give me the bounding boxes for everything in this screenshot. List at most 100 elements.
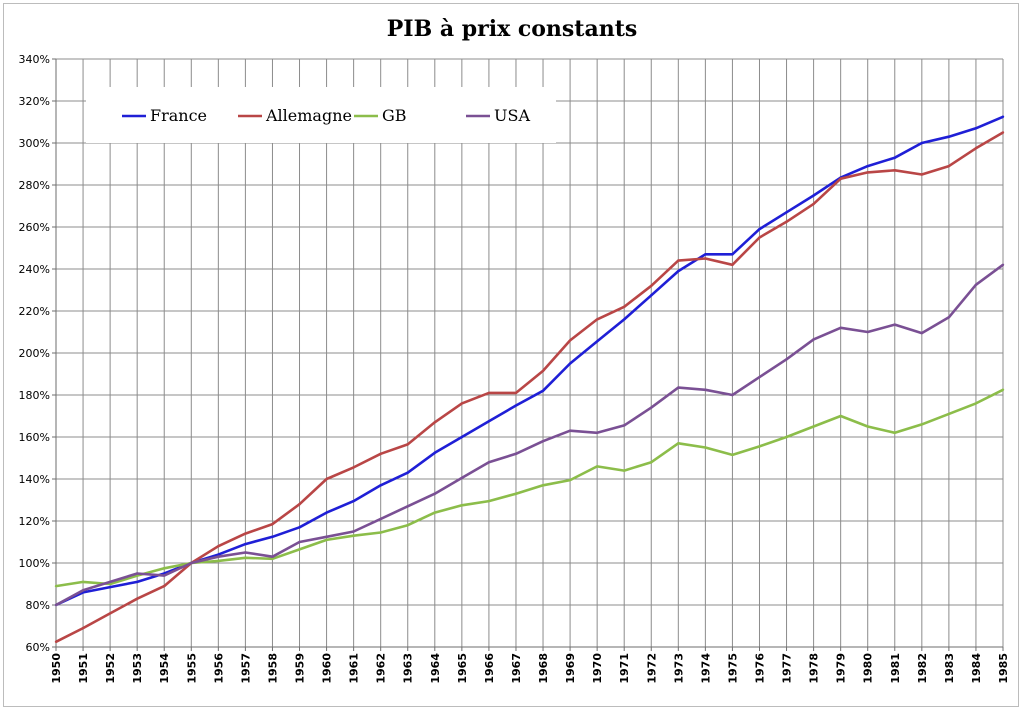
y-tick-label: 200%	[19, 347, 50, 360]
series-points-gb	[54, 388, 1005, 588]
y-axis-ticks: 60% 80% 100% 120% 140% 160% 180% 200% 220% 240% 26…	[19, 53, 50, 654]
data-point-france	[812, 194, 815, 197]
data-point-allemagne	[595, 318, 599, 321]
data-point-usa	[190, 561, 193, 565]
x-tick-label: 1952	[104, 653, 117, 684]
data-point-usa	[514, 452, 518, 455]
data-point-usa	[406, 505, 409, 508]
data-point-france	[623, 318, 626, 321]
data-point-usa	[704, 388, 707, 391]
series-line-allemagne	[55, 131, 1004, 643]
data-point-gb	[352, 534, 355, 537]
data-point-usa	[731, 393, 734, 397]
data-point-france	[217, 553, 220, 556]
x-tick-label: 1981	[889, 653, 902, 684]
y-tick-label: 100%	[19, 557, 50, 570]
data-point-usa	[650, 406, 653, 409]
data-point-france	[758, 227, 761, 231]
data-point-gb	[866, 425, 869, 428]
data-point-allemagne	[298, 503, 301, 506]
series-line-gb	[55, 388, 1004, 588]
y-tick-label: 180%	[19, 389, 50, 402]
y-tick-label: 240%	[19, 263, 50, 276]
data-point-gb	[920, 423, 924, 426]
x-tick-label: 1978	[808, 653, 821, 684]
data-point-allemagne	[974, 147, 978, 150]
y-tick-label: 140%	[19, 473, 50, 486]
x-tick-label: 1969	[564, 653, 577, 684]
data-point-france	[325, 511, 328, 514]
x-tick-label: 1957	[239, 653, 252, 684]
data-point-france	[135, 580, 139, 584]
data-point-usa	[81, 589, 85, 592]
data-point-gb	[163, 567, 166, 570]
x-tick-label: 1960	[321, 653, 334, 684]
chart-title: PIB à prix constants	[387, 16, 638, 42]
data-point-usa	[352, 530, 355, 533]
data-point-gb	[54, 584, 58, 588]
data-point-france	[514, 404, 518, 407]
data-point-usa	[893, 323, 896, 326]
data-point-france	[974, 127, 978, 130]
data-point-france	[650, 294, 653, 297]
data-point-usa	[920, 331, 924, 335]
x-tick-label: 1970	[591, 653, 604, 684]
data-point-france	[568, 362, 572, 365]
axes	[52, 58, 1004, 651]
data-point-allemagne	[1001, 131, 1005, 134]
data-point-usa	[812, 338, 815, 341]
data-point-usa	[1001, 263, 1005, 266]
series-lines	[54, 115, 1005, 643]
data-point-usa	[298, 540, 301, 544]
y-tick-label: 340%	[19, 53, 50, 66]
series-points-allemagne	[54, 131, 1005, 643]
x-tick-label: 1951	[77, 653, 90, 684]
data-point-france	[947, 135, 951, 138]
data-point-allemagne	[108, 612, 112, 615]
series-points-france	[54, 115, 1005, 607]
y-tick-label: 220%	[19, 305, 50, 318]
x-tick-label: 1965	[456, 653, 469, 684]
data-point-gb	[758, 445, 761, 448]
data-point-france	[406, 471, 409, 474]
x-tick-label: 1979	[835, 653, 848, 684]
x-tick-label: 1963	[402, 653, 415, 684]
data-point-gb	[947, 412, 951, 416]
y-tick-label: 260%	[19, 221, 50, 234]
x-tick-label: 1980	[862, 653, 875, 684]
x-tick-label: 1982	[916, 653, 929, 684]
data-point-usa	[839, 326, 842, 329]
data-point-allemagne	[812, 202, 815, 206]
x-tick-label: 1984	[970, 653, 983, 684]
data-point-allemagne	[677, 259, 680, 262]
data-point-usa	[271, 555, 274, 558]
series-line-usa	[55, 263, 1004, 607]
data-point-usa	[568, 429, 572, 432]
data-point-allemagne	[731, 263, 734, 266]
x-tick-label: 1983	[943, 653, 956, 684]
data-point-usa	[163, 574, 166, 577]
data-point-usa	[379, 517, 382, 521]
x-tick-label: 1956	[212, 653, 225, 684]
data-point-usa	[135, 572, 139, 575]
data-point-allemagne	[785, 220, 788, 223]
data-point-usa	[541, 440, 545, 443]
data-point-allemagne	[541, 369, 545, 373]
line-chart: PIB à prix constants 60% 80% 100% 120% 140% 1…	[19, 16, 1010, 684]
data-point-allemagne	[81, 626, 85, 630]
data-point-gb	[812, 425, 815, 428]
y-tick-label: 160%	[19, 431, 50, 444]
data-point-france	[271, 535, 274, 538]
data-point-gb	[298, 548, 301, 551]
data-point-allemagne	[866, 171, 869, 174]
data-point-allemagne	[271, 522, 274, 526]
data-point-usa	[433, 492, 436, 495]
x-tick-label: 1953	[131, 653, 144, 684]
legend-label-france: France	[150, 106, 207, 125]
x-tick-label: 1973	[672, 653, 685, 684]
data-point-allemagne	[217, 545, 220, 548]
x-tick-label: 1977	[781, 653, 794, 684]
data-point-usa	[974, 283, 978, 286]
data-point-usa	[460, 476, 464, 480]
data-point-usa	[677, 386, 680, 389]
